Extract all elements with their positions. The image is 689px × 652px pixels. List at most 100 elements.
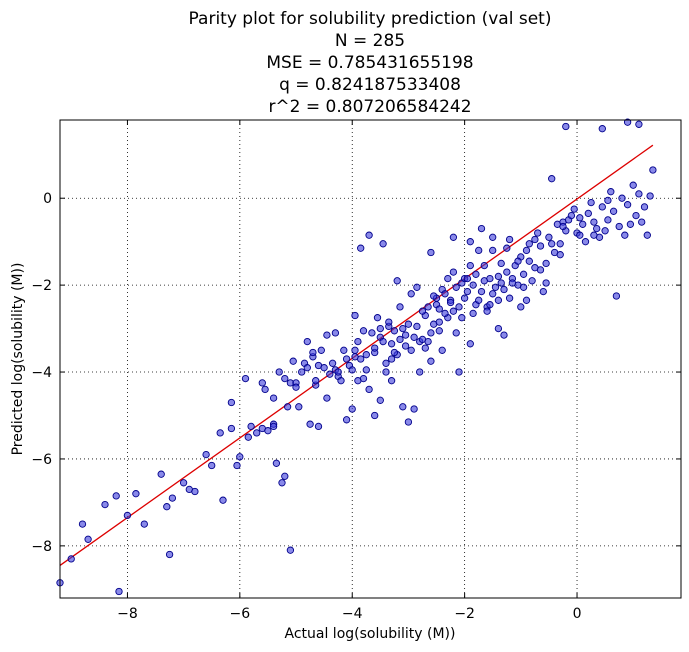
y-tick-label: −4 [31,365,52,381]
scatter-point [649,166,657,174]
scatter-point [477,287,486,296]
scatter-point [424,303,432,311]
scatter-point [365,231,373,239]
scatter-point [236,453,244,461]
scatter-point [219,496,227,504]
scatter-point [396,335,404,344]
scatter-point [604,196,612,205]
scatter-point [539,287,547,296]
scatter-point [618,194,626,202]
scatter-point [387,355,396,363]
scatter-point [441,290,449,298]
scatter-point [629,181,637,189]
scatter-point [609,207,618,215]
scatter-point [536,242,545,250]
scatter-point [191,487,199,496]
scatter-point [576,231,584,239]
scatter-point [337,377,345,385]
scatter-point [519,283,528,291]
x-tick-label: −4 [342,606,363,622]
scatter-point [303,364,311,372]
scatter-point [469,281,477,289]
scatter-point [371,344,379,352]
scatter-point [536,266,545,274]
scatter-point [427,329,435,337]
title-line-5: r^2 = 0.807206584242 [268,97,471,117]
x-tick-label: −2 [454,606,475,622]
scatter-point [475,246,483,255]
scatter-point [427,248,435,257]
x-axis-label: Actual log(solubility (M)) [285,626,456,642]
scatter-point [399,324,407,333]
scatter-point [407,290,415,298]
scatter-point [396,303,404,311]
scatter-point [424,337,432,346]
scatter-point [382,359,390,367]
y-tick-label: −6 [31,452,52,468]
scatter-point [497,279,505,287]
y-tick-label: 0 [43,191,52,207]
scatter-point [418,307,427,315]
scatter-point [227,398,236,407]
scatter-point [460,294,469,302]
scatter-point [489,290,497,298]
scatter-point [362,351,370,359]
scatter-point [216,429,224,437]
scatter-point [404,418,413,426]
scatter-point [368,329,376,337]
scatter-point [604,216,612,224]
scatter-point [357,244,365,252]
scatter-point [486,274,494,283]
scatter-point [615,222,623,231]
scatter-point [472,270,480,278]
scatter-point [351,346,359,354]
scatter-point [281,374,289,383]
scatter-point [244,433,252,441]
scatter-point [359,374,368,383]
scatter-point [590,231,598,239]
scatter-point [295,403,303,411]
scatter-point [227,424,236,433]
scatter-point [483,307,491,315]
scatter-point [452,329,460,337]
scatter-point [298,368,306,376]
scatter-point [562,122,570,131]
scatter-point [331,329,340,337]
scatter-point [241,374,250,383]
scatter-point [480,261,488,270]
scatter-point [646,192,654,200]
scatter-point [638,218,646,226]
scatter-point [413,283,421,291]
scatter-point [494,272,503,281]
scatter-point [278,479,286,487]
scatter-point [489,233,497,241]
scatter-point [621,231,629,239]
scatter-point [84,535,92,543]
scatter-point [559,222,567,231]
scatter-point [387,377,396,385]
scatter-point [486,301,494,309]
scatter-point [317,346,325,354]
scatter-point [449,268,458,276]
scatter-point [612,292,621,300]
scatter-point [503,268,511,276]
scatter-point [309,348,317,357]
scatter-point [548,175,556,183]
scatter-point [584,209,592,218]
scatter-point [323,394,331,402]
scatter-point [598,125,606,133]
scatter-point [446,298,455,307]
scatter-point [632,211,640,220]
scatter-point [342,416,351,424]
scatter-point [140,520,148,528]
scatter-point [401,331,410,339]
scatter-point [312,377,320,385]
scatter-point [519,270,528,278]
scatter-point [67,555,75,563]
scatter-point [427,357,435,365]
scatter-point [581,238,590,246]
scatter-point [390,327,399,335]
scatter-point [458,314,466,322]
scatter-point [379,337,387,346]
